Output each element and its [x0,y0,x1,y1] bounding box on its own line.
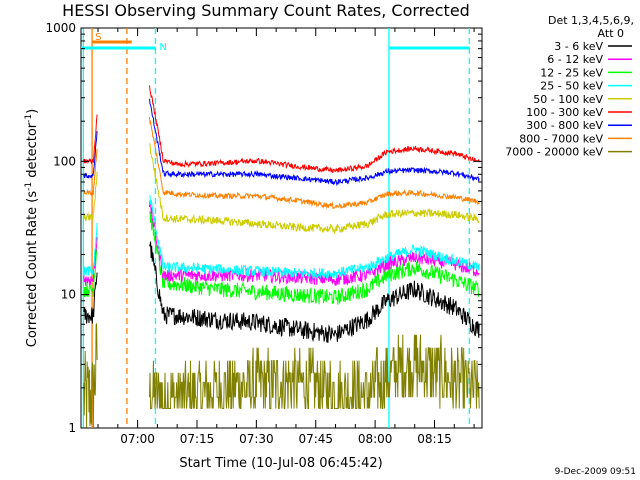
legend-label: 300 - 800 keV [526,119,603,132]
series-line-pre [83,148,98,197]
y-axis-label: Corrected Count Rate (s-1 detector-1) [24,109,40,347]
plot-area: SN [80,27,483,429]
series-line [149,194,480,280]
x-tick-label: 07:30 [239,432,274,446]
series-line-pre [83,272,98,324]
legend-label: 12 - 25 keV [540,66,603,79]
series-line [149,211,480,305]
series-line-pre [83,249,98,297]
x-axis-label: Start Time (10-Jul-08 06:45:42) [179,456,382,471]
series-line [149,85,480,173]
legend-title-line1: Det 1,3,4,5,6,9, [548,14,634,27]
legend-label: 7000 - 20000 keV [505,146,603,159]
x-tick-label: 07:00 [120,432,155,446]
y-tick-label: 1000 [45,21,76,35]
y-tick-label: 1 [68,421,76,435]
legend-label: 6 - 12 keV [547,53,603,66]
series-line [149,116,480,210]
series-line-pre [83,114,98,165]
chart-title: HESSI Observing Summary Count Rates, Cor… [62,1,470,20]
x-axis-ticks: 07:00 07:15 07:30 07:45 08:00 08:15 [97,28,475,446]
series-line-pre [83,323,98,429]
legend-label: 3 - 6 keV [554,40,603,53]
y-tick-label: 10 [61,288,76,302]
flag-bars: SN [81,32,470,53]
x-tick-label: 07:15 [180,432,215,446]
series-line-pre [83,131,98,179]
series-line-pre [83,222,98,276]
x-tick-label: 08:00 [358,432,393,446]
series-layer [83,85,480,429]
series-line [149,143,480,235]
legend-label: 100 - 300 keV [526,106,603,119]
y-tick-label: 100 [53,154,76,168]
y-axis-ticks: 1 10 100 1000 [45,21,482,435]
flag-label: S [95,32,101,43]
flag-label: N [159,42,166,53]
legend-label: 800 - 7000 keV [519,132,603,145]
legend-title-line2: Att 0 [598,27,624,40]
x-tick-label: 07:45 [298,432,333,446]
series-line [149,98,480,187]
series-line [149,241,480,343]
series-line-pre [83,236,98,286]
series-line-pre [83,171,98,222]
series-line [149,199,480,286]
legend-label: 50 - 100 keV [533,93,603,106]
plot-frame [80,27,483,429]
timestamp-annotation: 9-Dec-2009 09:51 [555,467,636,477]
x-tick-label: 08:15 [417,432,452,446]
series-line [149,334,480,409]
legend-label: 25 - 50 keV [540,80,603,93]
